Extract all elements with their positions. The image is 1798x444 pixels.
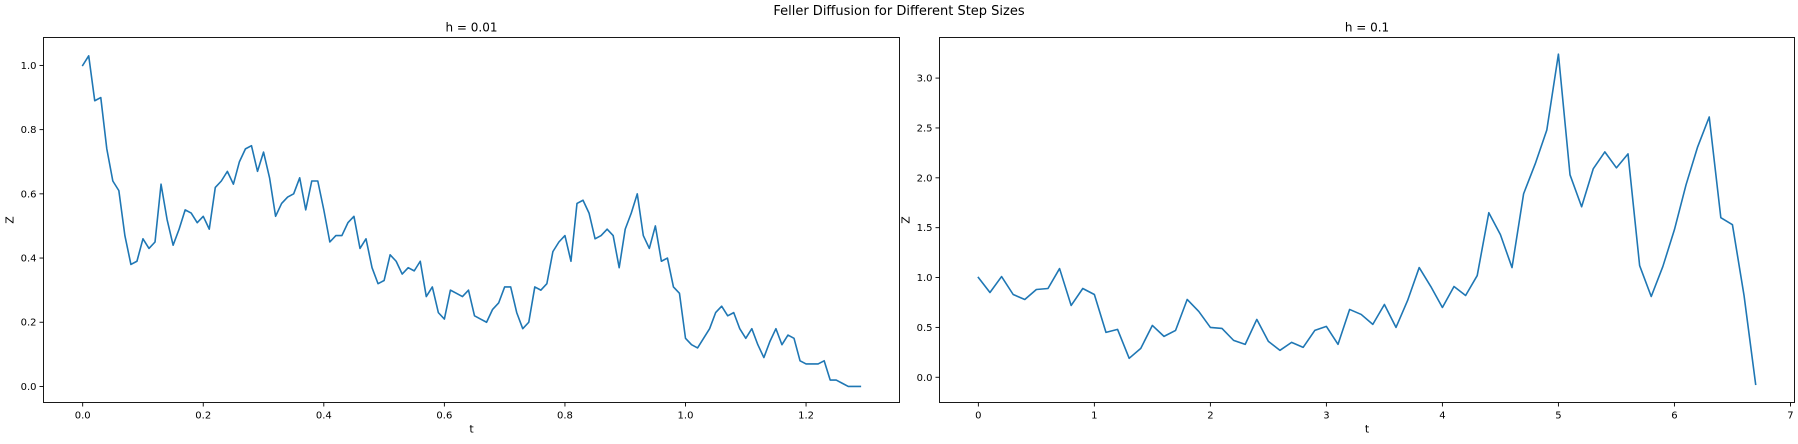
- plot-frame: [43, 37, 900, 403]
- x-tick-label: 0: [975, 411, 981, 422]
- x-tick-label: 4: [1439, 411, 1445, 422]
- x-tick-label: 0.6: [436, 411, 452, 422]
- y-tick-label: 0.0: [917, 373, 933, 384]
- y-tick-label: 1.0: [21, 61, 37, 72]
- x-tick-label: 7: [1787, 411, 1793, 422]
- x-tick-label: 3: [1323, 411, 1329, 422]
- y-tick-label: 1.0: [917, 273, 933, 284]
- series-line-1: [977, 53, 1757, 386]
- y-tick-label: 0.5: [917, 323, 933, 334]
- chart-panel-1: 0.0 0.2 0.4 0.6 0.8 1.0 1.2 0.0 0.2 0.4 0.6 0.8 1.0 h…: [4, 21, 900, 436]
- y-tick-label: 0.6: [21, 189, 37, 200]
- x-axis-label: t: [469, 423, 474, 436]
- x-tick-label: 5: [1555, 411, 1561, 422]
- x-tick-label: 0.0: [75, 411, 91, 422]
- plot-frame: [939, 37, 1795, 403]
- chart-panel-2: 0 1 2 3 4 5 6 7 0.0 0.5 1.0 1.5 2.0 2.5 3.0 h = 0.1 t Z: [900, 21, 1795, 436]
- y-tick-label: 3.0: [917, 74, 933, 85]
- x-tick-label: 2: [1207, 411, 1213, 422]
- series-line-1: [81, 54, 862, 388]
- y-tick-label: 0.2: [21, 318, 37, 329]
- y-tick-label: 1.5: [917, 223, 933, 234]
- chart-title: h = 0.01: [445, 21, 497, 35]
- x-tick-label: 1.0: [678, 411, 694, 422]
- y-tick-label: 2.0: [917, 173, 933, 184]
- y-tick-label: 0.4: [21, 254, 37, 265]
- y-tick-label: 2.5: [917, 123, 933, 134]
- y-axis-label: Z: [900, 216, 913, 224]
- x-tick-label: 1: [1091, 411, 1097, 422]
- x-tick-label: 0.4: [316, 411, 332, 422]
- x-tick-label: 0.8: [557, 411, 573, 422]
- x-axis-label: t: [1365, 423, 1370, 436]
- chart-title: h = 0.1: [1345, 21, 1389, 35]
- y-tick-label: 0.0: [21, 382, 37, 393]
- x-tick-label: 0.2: [195, 411, 211, 422]
- figure-title: Feller Diffusion for Different Step Size…: [773, 4, 1025, 19]
- x-tick-label: 1.2: [798, 411, 814, 422]
- x-tick-label: 6: [1671, 411, 1677, 422]
- y-tick-label: 0.8: [21, 125, 37, 136]
- y-axis-label: Z: [4, 216, 17, 224]
